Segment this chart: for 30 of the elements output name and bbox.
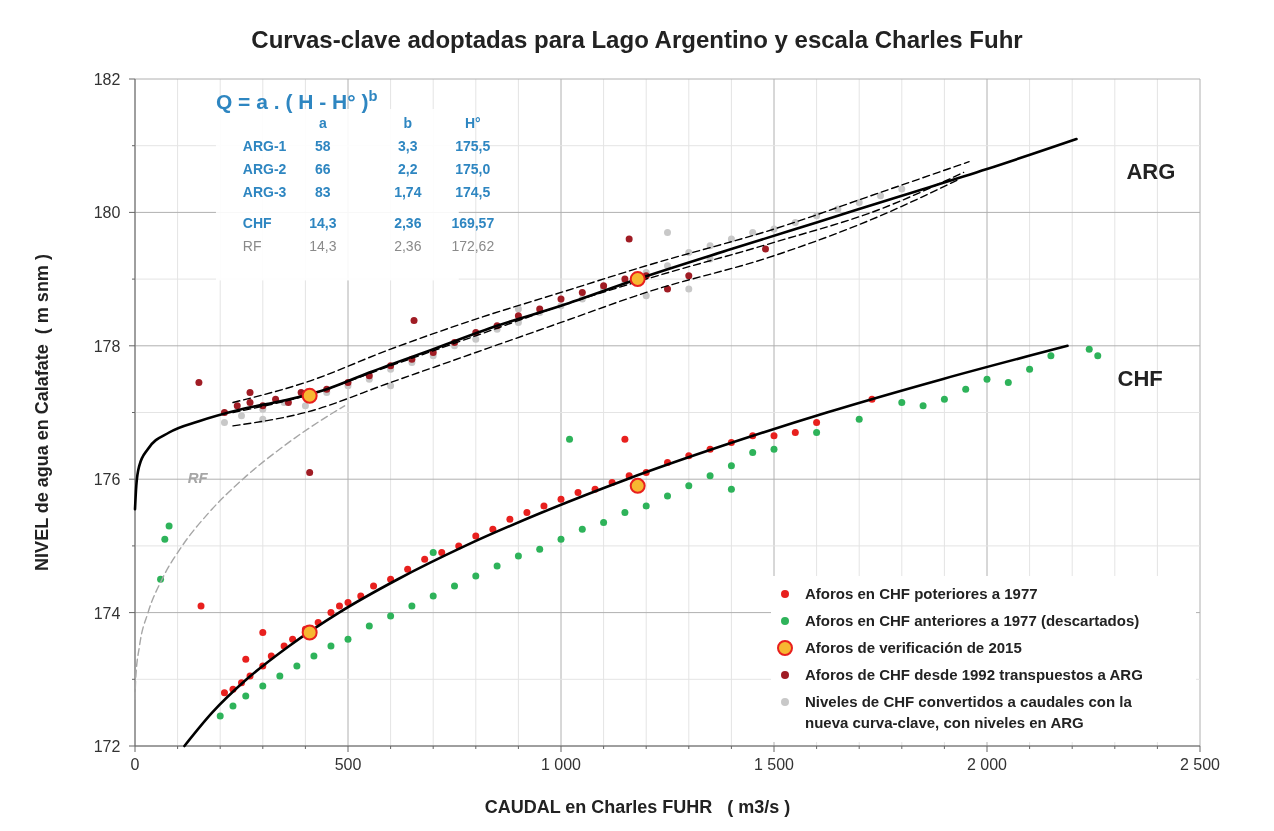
y-tick-label: 172 bbox=[93, 738, 121, 755]
text: a b H° bbox=[318, 114, 481, 131]
text: ARG-1 58 3,3 175,5 bbox=[242, 137, 491, 154]
chart-title: Curvas-clave adoptadas para Lago Argentino y escala Charles Fuhr bbox=[251, 26, 1023, 53]
y-tick-label: 174 bbox=[93, 604, 121, 622]
legend-label: Aforos de CHF desde 1992 transpuestos a ARG bbox=[805, 666, 1143, 683]
text: ARG-3 83 1,74 174,5 bbox=[242, 183, 491, 200]
x-axis-title: CAUDAL en Charles FUHR ( m3/s ) bbox=[484, 797, 791, 817]
x-tick-label: 2 500 bbox=[1179, 756, 1221, 773]
y-tick-label: 180 bbox=[93, 204, 121, 222]
text: ARG-2 66 2,2 175,0 bbox=[242, 160, 491, 177]
series-label: RF bbox=[187, 469, 209, 487]
x-tick-label: 0 bbox=[130, 756, 140, 773]
y-axis-title: NIVEL de agua en Calafate ( m snm ) bbox=[32, 254, 52, 571]
x-tick-label: 1 500 bbox=[753, 756, 795, 773]
y-tick-label: 176 bbox=[93, 471, 121, 489]
y-tick-label: 182 bbox=[93, 71, 121, 88]
legend-label: Aforos de verificación de 2015 bbox=[805, 639, 1022, 656]
x-tick-label: 1 000 bbox=[540, 756, 582, 773]
legend-label: Aforos en CHF poteriores a 1977 bbox=[805, 585, 1038, 602]
legend-label: Niveles de CHF convertidos a caudales con la nueva curva-clave, con niveles en ARG bbox=[805, 693, 1133, 731]
text: CHF bbox=[1117, 365, 1163, 391]
text: ARG bbox=[1126, 159, 1176, 185]
text: CHF 14,3 2,36 169,57 bbox=[242, 214, 495, 231]
y-tick-label: 178 bbox=[93, 337, 121, 355]
annotation: Q = a . ( H - H° )$^{b}$ bbox=[215, 88, 378, 114]
x-tick-label: 2 000 bbox=[966, 756, 1008, 773]
legend-label: Aforos en CHF anteriores a 1977 (descartados) bbox=[805, 612, 1140, 629]
text: RF 14,3 2,36 172,62 bbox=[242, 237, 495, 254]
x-tick-label: 500 bbox=[334, 756, 362, 773]
